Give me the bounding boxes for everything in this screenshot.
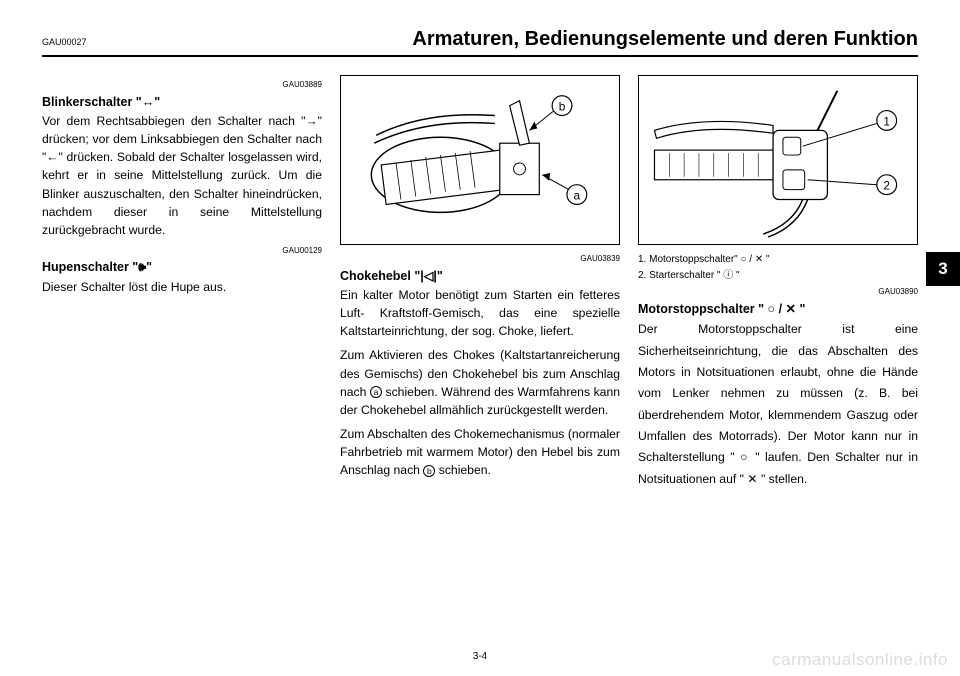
ref-code: GAU03839 (340, 253, 620, 265)
page-number: 3-4 (473, 651, 487, 662)
choke-icon: |◁| (420, 269, 437, 283)
figure-caption-1: 1. Motorstoppschalter" ○ / ✕ " (638, 253, 918, 267)
figure-caption-2: 2. Starterschalter " ⓘ " (638, 269, 918, 283)
heading-chokehebel: Chokehebel "|◁|" (340, 267, 620, 286)
paragraph: Ein kalter Motor benötigt zum Starten ei… (340, 286, 620, 340)
label-a: a (574, 189, 581, 203)
paragraph: Zum Aktivieren des Chokes (Kaltstartanre… (340, 346, 620, 418)
label-1: 1 (883, 114, 890, 128)
paragraph: Zum Abschalten des Chokemechanismus (nor… (340, 425, 620, 479)
horn-icon: 🕪 (138, 260, 146, 274)
heading-blinkerschalter: Blinkerschalter "↔" (42, 93, 322, 112)
label-b: b (559, 100, 566, 114)
ref-code: GAU03890 (638, 286, 918, 298)
column-3: 1 2 1. Motorstoppschalter" ○ / ✕ " 2. St… (638, 75, 918, 496)
circled-b: b (423, 465, 435, 477)
heading-hupenschalter: Hupenschalter "🕪" (42, 258, 322, 277)
figure-choke-lever: b a (340, 75, 620, 245)
header-doc-code: GAU00027 (42, 37, 87, 47)
ref-code: GAU00129 (42, 245, 322, 257)
paragraph: Vor dem Rechtsabbiegen den Schalter nach… (42, 112, 322, 238)
heading-motorstoppschalter: Motorstoppschalter " ○ / ✕ " (638, 300, 918, 319)
turn-signal-icon: ↔ (142, 95, 155, 109)
page-title: Armaturen, Bedienungselemente und deren … (107, 28, 918, 51)
column-2: b a GAU03839 Chokehebel "|◁|" Ein kalter… (340, 75, 620, 496)
content-columns: GAU03889 Blinkerschalter "↔" Vor dem Rec… (42, 75, 918, 496)
column-1: GAU03889 Blinkerschalter "↔" Vor dem Rec… (42, 75, 322, 496)
engine-stop-icon: ○ / ✕ (764, 302, 799, 316)
label-2: 2 (883, 179, 890, 193)
ref-code: GAU03889 (42, 79, 322, 91)
figure-switches: 1 2 (638, 75, 918, 245)
page-header: GAU00027 Armaturen, Bedienungselemente u… (42, 28, 918, 57)
chapter-tab: 3 (926, 252, 960, 286)
watermark: carmanualsonline.info (772, 650, 948, 670)
circled-a: a (370, 386, 382, 398)
paragraph: Dieser Schalter löst die Hupe aus. (42, 278, 322, 296)
paragraph: Der Motorstoppschalter ist eine Sicherhe… (638, 319, 918, 490)
